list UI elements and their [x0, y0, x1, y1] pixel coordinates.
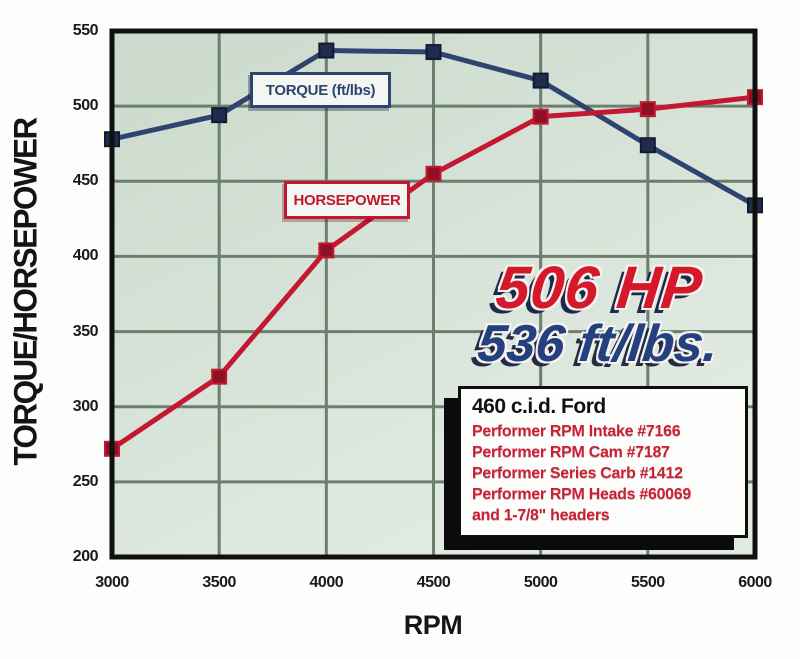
engine-spec-box: 460 c.i.d. Ford Performer RPM Intake #71… — [458, 386, 748, 538]
peak-horsepower-headline: 506 HP — [492, 254, 707, 321]
x-tick-label: 5500 — [631, 574, 665, 591]
y-tick-label: 300 — [72, 397, 99, 415]
engine-spec-line: and 1-7/8" headers — [472, 507, 610, 524]
engine-spec-title: 460 c.i.d. Ford — [472, 395, 606, 418]
x-tick-label: 5000 — [523, 574, 558, 591]
y-tick-label: 500 — [72, 97, 99, 115]
x-tick-label: 4500 — [416, 574, 451, 591]
y-tick-label: 550 — [72, 22, 99, 39]
horsepower-legend-box: HORSEPOWER — [284, 181, 410, 219]
engine-spec-line: Performer RPM Cam #7187 — [472, 444, 670, 461]
engine-spec-line: Performer RPM Intake #7166 — [472, 423, 681, 440]
horsepower-data-point — [318, 242, 335, 259]
y-tick-label: 450 — [72, 172, 99, 190]
engine-spec-line: Performer RPM Heads #60069 — [472, 486, 691, 503]
x-tick-label: 3500 — [202, 574, 236, 591]
y-tick-label: 200 — [72, 548, 99, 565]
engine-spec-line: Performer Series Carb #1412 — [472, 465, 683, 482]
torque-data-point — [639, 137, 656, 154]
torque-legend-label: TORQUE (ft/lbs) — [265, 81, 376, 99]
torque-data-point — [425, 44, 442, 61]
peak-torque-headline: 536 ft/lbs. — [475, 315, 721, 373]
y-tick-label: 400 — [72, 247, 99, 265]
x-tick-label: 4000 — [309, 574, 344, 591]
torque-legend-box: TORQUE (ft/lbs) — [250, 72, 391, 108]
x-tick-label: 6000 — [738, 574, 772, 591]
y-tick-label: 350 — [72, 322, 99, 340]
torque-data-point — [532, 72, 549, 89]
y-tick-label: 250 — [72, 472, 99, 490]
torque-data-point — [211, 107, 228, 124]
engine-spec-lines: Performer RPM Intake #7166 Performer RPM … — [472, 421, 735, 526]
horsepower-legend-label: HORSEPOWER — [293, 191, 401, 209]
torque-data-point — [318, 42, 335, 59]
horsepower-data-point — [639, 101, 656, 118]
x-tick-label: 3000 — [95, 574, 129, 591]
horsepower-data-point — [211, 368, 228, 385]
horsepower-data-point — [425, 165, 442, 182]
x-axis-title: RPM — [403, 610, 463, 640]
y-axis-title: TORQUE/HORSEPOWER — [7, 118, 44, 466]
horsepower-data-point — [532, 108, 549, 125]
